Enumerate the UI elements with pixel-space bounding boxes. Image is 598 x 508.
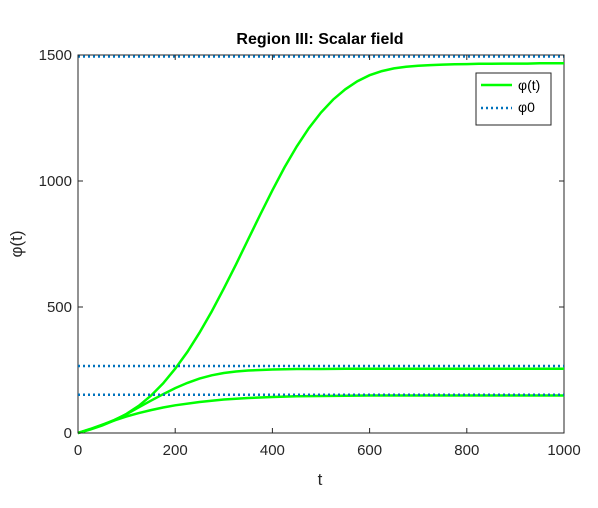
legend: φ(t) φ0 (475, 72, 552, 126)
y-tick-label: 1000 (39, 173, 72, 190)
x-axis: 0 200 400 600 800 1000 (74, 55, 581, 459)
phi-curve-0 (77, 62, 564, 435)
phi-curve-1 (77, 367, 564, 435)
x-tick-label: 800 (454, 442, 479, 459)
y-tick-label: 1500 (39, 47, 72, 64)
y-axis-label: φ(t) (7, 230, 26, 257)
y-axis: 0 500 1000 1500 (39, 47, 564, 442)
chart-title: Region III: Scalar field (236, 31, 403, 48)
x-tick-label: 400 (260, 442, 285, 459)
x-tick-label: 0 (74, 442, 82, 459)
x-tick-label: 600 (357, 442, 382, 459)
x-axis-label: t (318, 470, 323, 489)
y-tick-label: 0 (64, 425, 72, 442)
x-tick-label: 200 (163, 442, 188, 459)
x-tick-label: 1000 (547, 442, 580, 459)
legend-label-phi0: φ0 (518, 99, 535, 115)
legend-label-phi: φ(t) (518, 77, 540, 93)
legend-box (475, 72, 552, 126)
phi-curve-2 (77, 394, 564, 435)
y-tick-label: 500 (47, 299, 72, 316)
